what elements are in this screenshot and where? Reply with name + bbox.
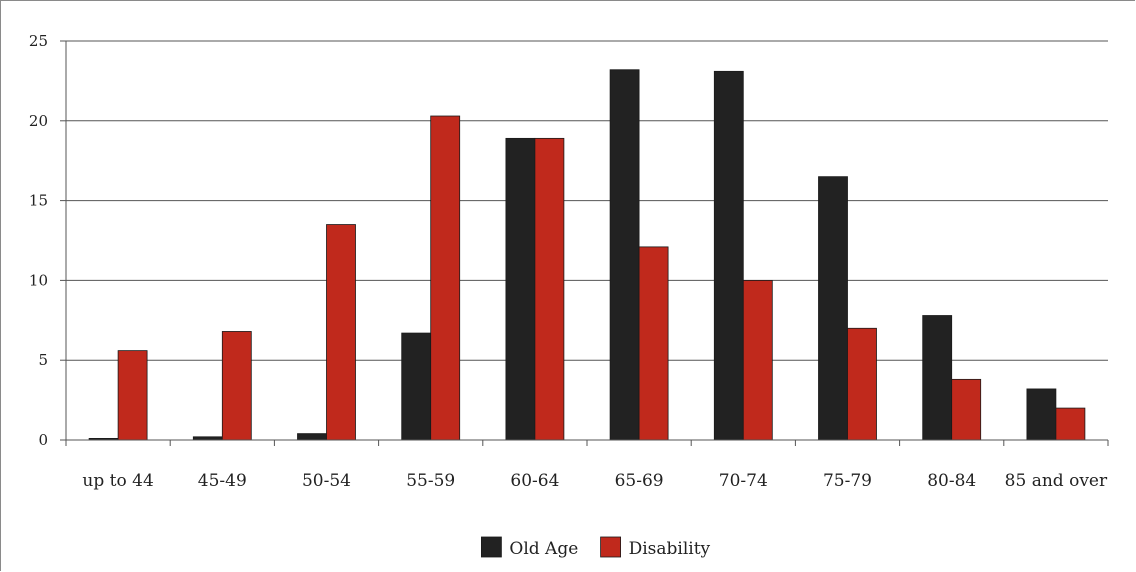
bar-disability-7 [847,327,877,441]
x-tick-label: 55-59 [406,471,455,491]
bar-old-age-4 [505,137,536,441]
x-tick-label: 65-69 [615,471,664,491]
y-tick-label: 5 [38,351,48,369]
y-tick-label: 0 [38,431,48,449]
bar-old-age-9 [1026,388,1057,441]
x-tick-label: 45-49 [198,471,247,491]
y-tick-label: 10 [29,271,48,289]
bar-disability-4 [534,137,565,441]
x-tick-label: 75-79 [823,471,872,491]
y-tick-label: 15 [29,192,48,210]
x-tick-label: 60-64 [510,471,559,491]
legend-label: Disability [629,539,711,559]
x-tick-label: 85 and over [1005,471,1108,491]
x-tick-label: 80-84 [927,471,976,491]
bars [88,69,1086,441]
y-tick-label: 25 [29,32,48,50]
bar-disability-5 [638,246,669,441]
x-tick-label: 50-54 [302,471,351,491]
bar-old-age-8 [922,315,953,441]
legend-swatch-old-age [480,536,502,558]
bar-disability-1 [221,331,252,441]
legend: Old Age Disability [480,536,711,559]
y-tick-label: 20 [29,112,48,130]
bar-old-age-6 [713,70,744,441]
bar-disability-8 [951,378,982,441]
legend-swatch-disability [600,536,621,558]
bar-old-age-5 [609,69,640,441]
bar-disability-9 [1055,407,1086,441]
bar-old-age-3 [401,332,432,441]
bar-disability-2 [326,224,356,441]
bar-old-age-7 [818,176,848,441]
y-axis-ticks: 0 5 10 15 20 25 [29,32,66,449]
bar-disability-0 [117,350,148,441]
x-axis-ticks: up to 44 45-49 50-54 55-59 60-64 65-69 70-74 75… [65,440,1109,491]
gridlines [66,40,1108,361]
x-tick-label: 70-74 [719,471,768,491]
x-tick-label: up to 44 [82,471,153,491]
legend-label: Old Age [509,539,578,559]
bar-disability-3 [430,115,461,441]
bar-disability-6 [742,279,773,441]
bar-old-age-2 [297,433,327,441]
